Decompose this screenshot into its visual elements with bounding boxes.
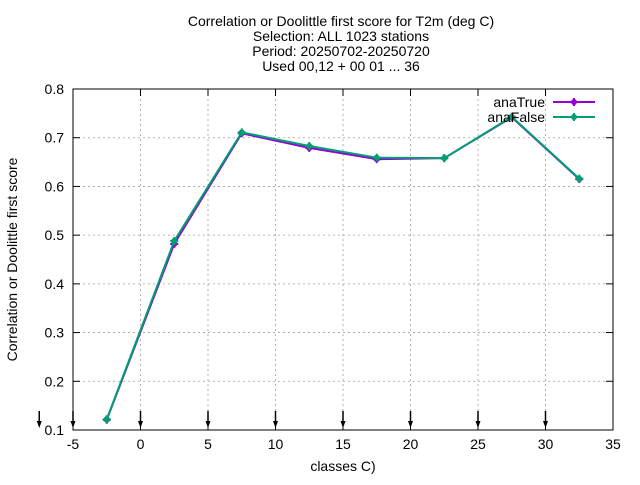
x-tick-label: 0	[137, 436, 145, 452]
down-arrow-marker	[408, 411, 413, 428]
y-tick-label: 0.1	[45, 422, 65, 438]
title-line: Period: 20250702-20250720	[252, 43, 430, 59]
title-line: Correlation or Doolittle first score for…	[188, 13, 494, 29]
x-tick-label: 15	[335, 436, 351, 452]
x-tick-label: 25	[470, 436, 486, 452]
chart-title: Correlation or Doolittle first score for…	[188, 13, 494, 74]
legend-label-anaTrue: anaTrue	[493, 94, 545, 110]
axis-layer: -5 0 5 10 15 20 25 30 35 0.1 0.2 0.3 0.4 0.5 0.6 0.7 0.8…	[4, 81, 621, 474]
series-layer	[102, 112, 584, 424]
arrow-markers	[36, 411, 548, 428]
y-axis-label: Correlation or Doolittle first score	[4, 157, 20, 361]
y-tick-label: 0.7	[45, 130, 65, 146]
title-line: Used 00,12 + 00 01 ... 36	[262, 58, 420, 74]
data-point-anaFalse	[575, 174, 584, 183]
down-arrow-marker	[36, 411, 42, 428]
data-point-anaFalse	[102, 415, 111, 424]
legend-label-anaFalse: anaFalse	[487, 109, 545, 125]
down-arrow-marker	[273, 411, 278, 428]
series-line-anaFalse	[105, 115, 580, 420]
legend-marker-anaFalse	[570, 113, 578, 121]
x-tick-label: 5	[204, 436, 212, 452]
title-line: Selection: ALL 1023 stations	[253, 28, 429, 44]
down-arrow-marker	[138, 411, 143, 428]
down-arrow-marker	[340, 411, 346, 428]
x-tick-label: 30	[538, 436, 554, 452]
x-tick-label: 20	[403, 436, 419, 452]
down-arrow-marker	[543, 411, 548, 428]
y-tick-label: 0.3	[45, 325, 65, 341]
y-tick-label: 0.6	[45, 178, 65, 194]
x-tick-label: -5	[67, 436, 80, 452]
down-arrow-marker	[475, 411, 481, 428]
y-tick-label: 0.5	[45, 227, 65, 243]
y-tick-label: 0.8	[45, 81, 65, 97]
data-point-anaFalse	[372, 153, 381, 162]
down-arrow-marker	[70, 411, 76, 428]
x-tick-label: 10	[268, 436, 284, 452]
data-point-anaFalse	[170, 236, 179, 245]
x-axis-label: classes C)	[310, 458, 375, 474]
data-point-anaFalse	[507, 112, 516, 121]
y-tick-label: 0.2	[45, 373, 65, 389]
legend-marker-anaTrue	[570, 98, 578, 106]
data-point-anaFalse	[237, 128, 246, 137]
grid-layer	[73, 89, 613, 430]
data-point-anaFalse	[440, 154, 449, 163]
x-tick-label: 35	[605, 436, 621, 452]
down-arrow-marker	[205, 411, 211, 428]
data-point-anaFalse	[305, 141, 314, 150]
y-tick-label: 0.4	[45, 276, 65, 292]
